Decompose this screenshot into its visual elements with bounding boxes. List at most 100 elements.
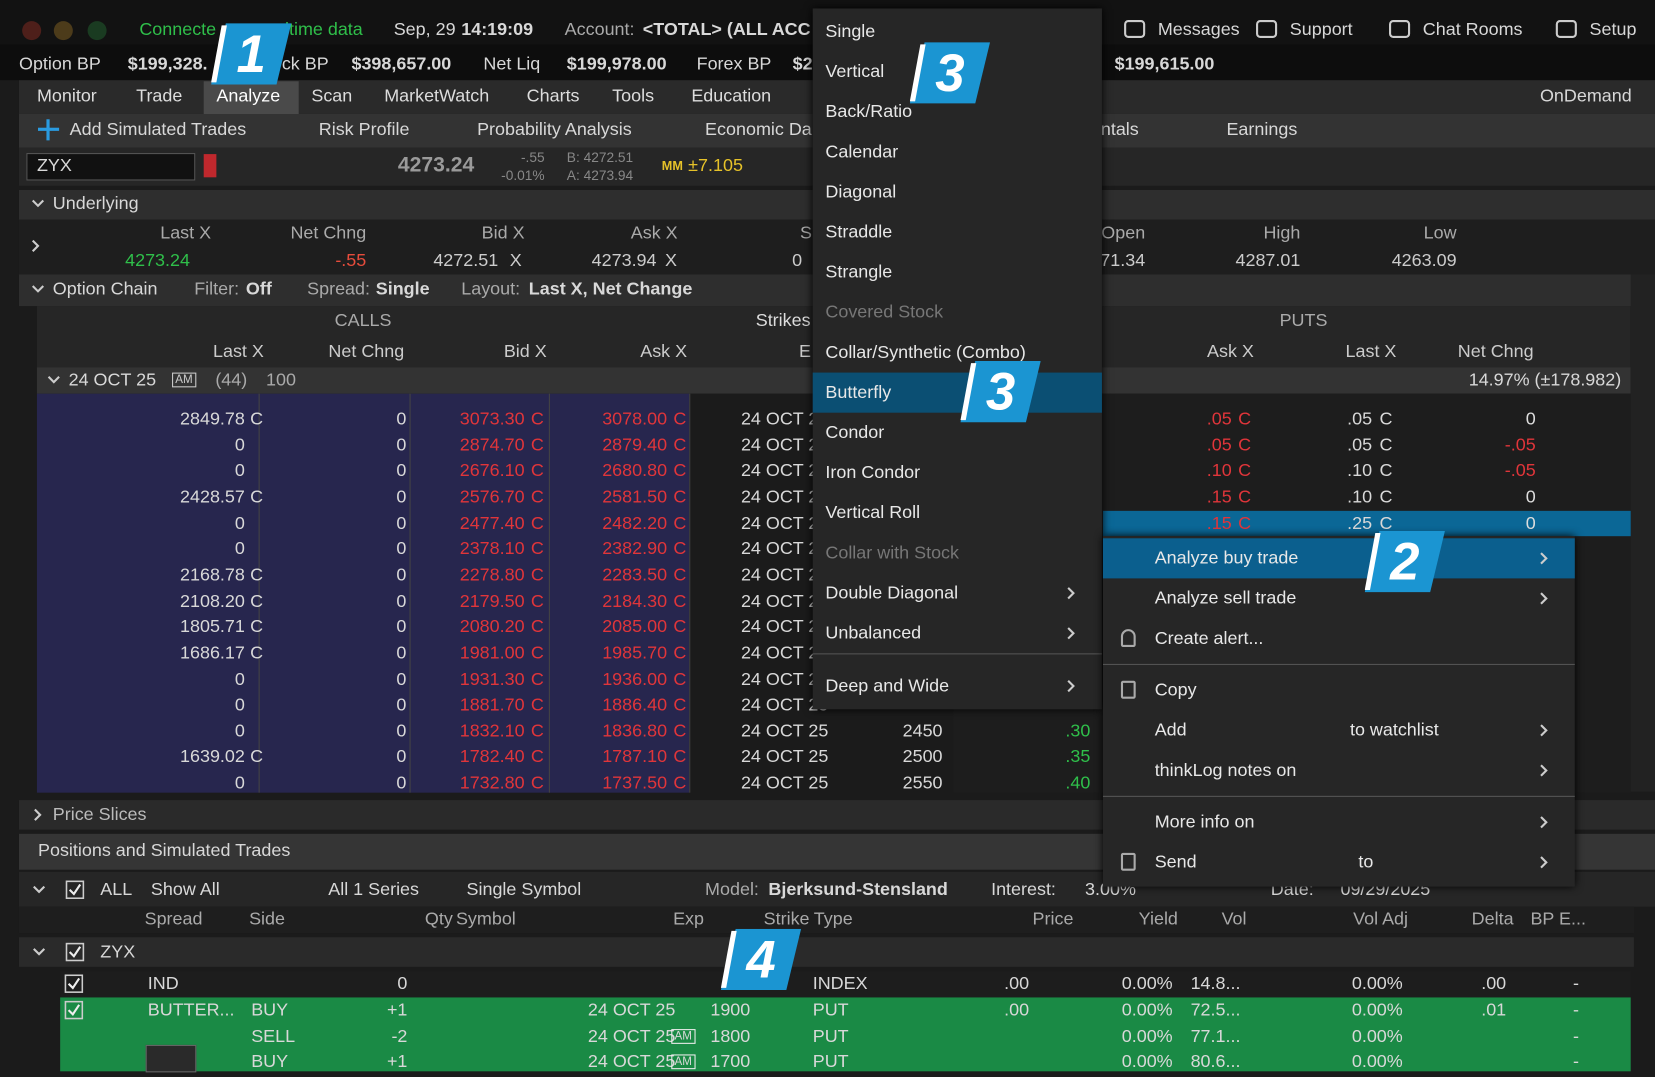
put-ask: .05 [1206,434,1232,455]
label: C [1238,460,1252,481]
expand-button[interactable] [145,1044,197,1073]
menu-item[interactable]: Butterfly [825,382,892,403]
nav-tab[interactable]: Tools [612,85,655,106]
position-cell: -2 [391,1025,408,1046]
nav-tab[interactable]: Analyze [216,85,281,106]
label: High [1263,222,1301,243]
expiration: 24 OCT 25 [740,512,829,533]
position-cell: AM [671,1054,696,1070]
link-icon [1555,20,1577,38]
underlying-value: 4273.94 [591,250,657,271]
menu-item[interactable]: Vertical [825,61,885,82]
symbol[interactable]: ZYX [36,155,72,176]
step-badge [1364,530,1445,593]
nav-tab[interactable]: MarketWatch [384,85,490,106]
top-link[interactable]: Setup [1589,18,1637,40]
label[interactable]: Bjerksund-Stensland [768,879,948,900]
call-last: 0 [234,512,245,533]
position-cell: 0.00% [1351,1051,1403,1072]
symbol-flag [203,154,217,178]
label: ±7.105 [688,155,743,176]
menu-item[interactable]: Calendar [825,141,899,162]
checkbox [64,974,84,993]
link-icon [1389,20,1411,38]
underlying-value: -.55 [335,250,367,271]
label[interactable]: Single [375,278,430,299]
plus-icon [46,119,50,141]
put-ask: .10 [1206,460,1232,481]
menu-item[interactable]: Back/Ratio [825,101,913,122]
label: C [673,694,687,715]
label[interactable]: All 1 Series [328,879,420,900]
label: C [250,746,264,767]
nav-tab[interactable]: Trade [136,85,183,106]
top-link[interactable]: Messages [1157,18,1240,40]
menu-item[interactable]: Analyze sell trade [1154,587,1297,608]
sub-tab[interactable]: Earnings [1226,119,1298,140]
call-net-change: 0 [396,746,407,767]
strike: 2450 [902,720,943,741]
label[interactable]: Show All [150,879,220,900]
connection-status: Connecte [139,18,217,40]
label: Vol [1221,908,1247,929]
label: Ask X [630,222,678,243]
ondemand-button[interactable]: OnDemand [1539,85,1632,106]
checkbox [65,942,85,962]
menu-item[interactable]: Double Diagonal [825,582,959,603]
sub-tab[interactable]: Risk Profile [318,119,410,140]
menu-item[interactable]: Single [825,21,876,42]
label[interactable]: Last X, Net Change [528,278,693,299]
menu-item[interactable]: Deep and Wide [825,675,950,696]
label: Last X [212,340,264,361]
top-link[interactable]: Chat Rooms [1422,18,1523,40]
top-link[interactable]: Support [1289,18,1353,40]
menu-item[interactable]: Analyze buy trade [1154,547,1299,568]
sub-tab[interactable]: Add Simulated Trades [69,119,247,140]
menu-item[interactable]: Condor [825,422,885,443]
nav-tab[interactable]: Education [691,85,772,106]
menu-item[interactable]: Create alert... [1154,628,1264,649]
chevron [1540,592,1548,605]
window-button[interactable] [87,21,107,41]
menu-item[interactable]: Collar/Synthetic (Combo) [825,341,1026,363]
position-cell: 0.00% [1121,973,1173,994]
call-net-change: 0 [396,538,407,559]
nav-tab[interactable]: Monitor [36,85,97,106]
sub-tab[interactable]: ntals [1100,119,1139,140]
call-last: 2108.20 [180,590,245,611]
menu-item[interactable]: Unbalanced [825,622,922,643]
call-bid: 1981.00 [459,642,525,663]
expiration: 24 OCT 25 [740,460,829,481]
menu-item[interactable]: Straddle [825,221,893,242]
label: Last X [1345,340,1397,361]
label: C [530,746,544,767]
label[interactable]: Single Symbol [466,879,582,900]
chevron [1067,587,1075,600]
menu-item[interactable]: Vertical Roll [825,502,921,523]
nav-tab[interactable]: Scan [311,85,353,106]
window-button[interactable] [22,21,42,41]
menu-item[interactable]: thinkLog notes on [1154,759,1297,780]
call-bid: 1881.70 [459,694,525,715]
menu-icon-bell [1120,629,1136,648]
menu-item[interactable]: Iron Condor [825,462,921,483]
window-button[interactable] [53,21,73,41]
put-net-change: -.05 [1504,460,1536,481]
chevron [34,808,42,821]
call-ask: 2680.80 [602,460,668,481]
link-icon [1256,20,1278,38]
menu-item[interactable]: More info on [1154,811,1255,832]
menu-item[interactable]: Strangle [825,261,893,282]
sub-tab[interactable]: Probability Analysis [477,119,632,140]
label[interactable]: Off [245,278,272,299]
menu-item[interactable]: Add [1154,719,1187,740]
menu-item[interactable]: Copy [1154,679,1197,700]
position-cell: 0.00% [1121,999,1173,1020]
label: Bid X [481,222,525,243]
menu-item[interactable]: Send [1154,851,1197,872]
sub-tab[interactable]: Economic Da [705,119,812,140]
menu-item[interactable]: Diagonal [825,181,897,202]
label: C [530,616,544,637]
nav-tab[interactable]: Charts [526,85,580,106]
label: C [1238,486,1252,507]
